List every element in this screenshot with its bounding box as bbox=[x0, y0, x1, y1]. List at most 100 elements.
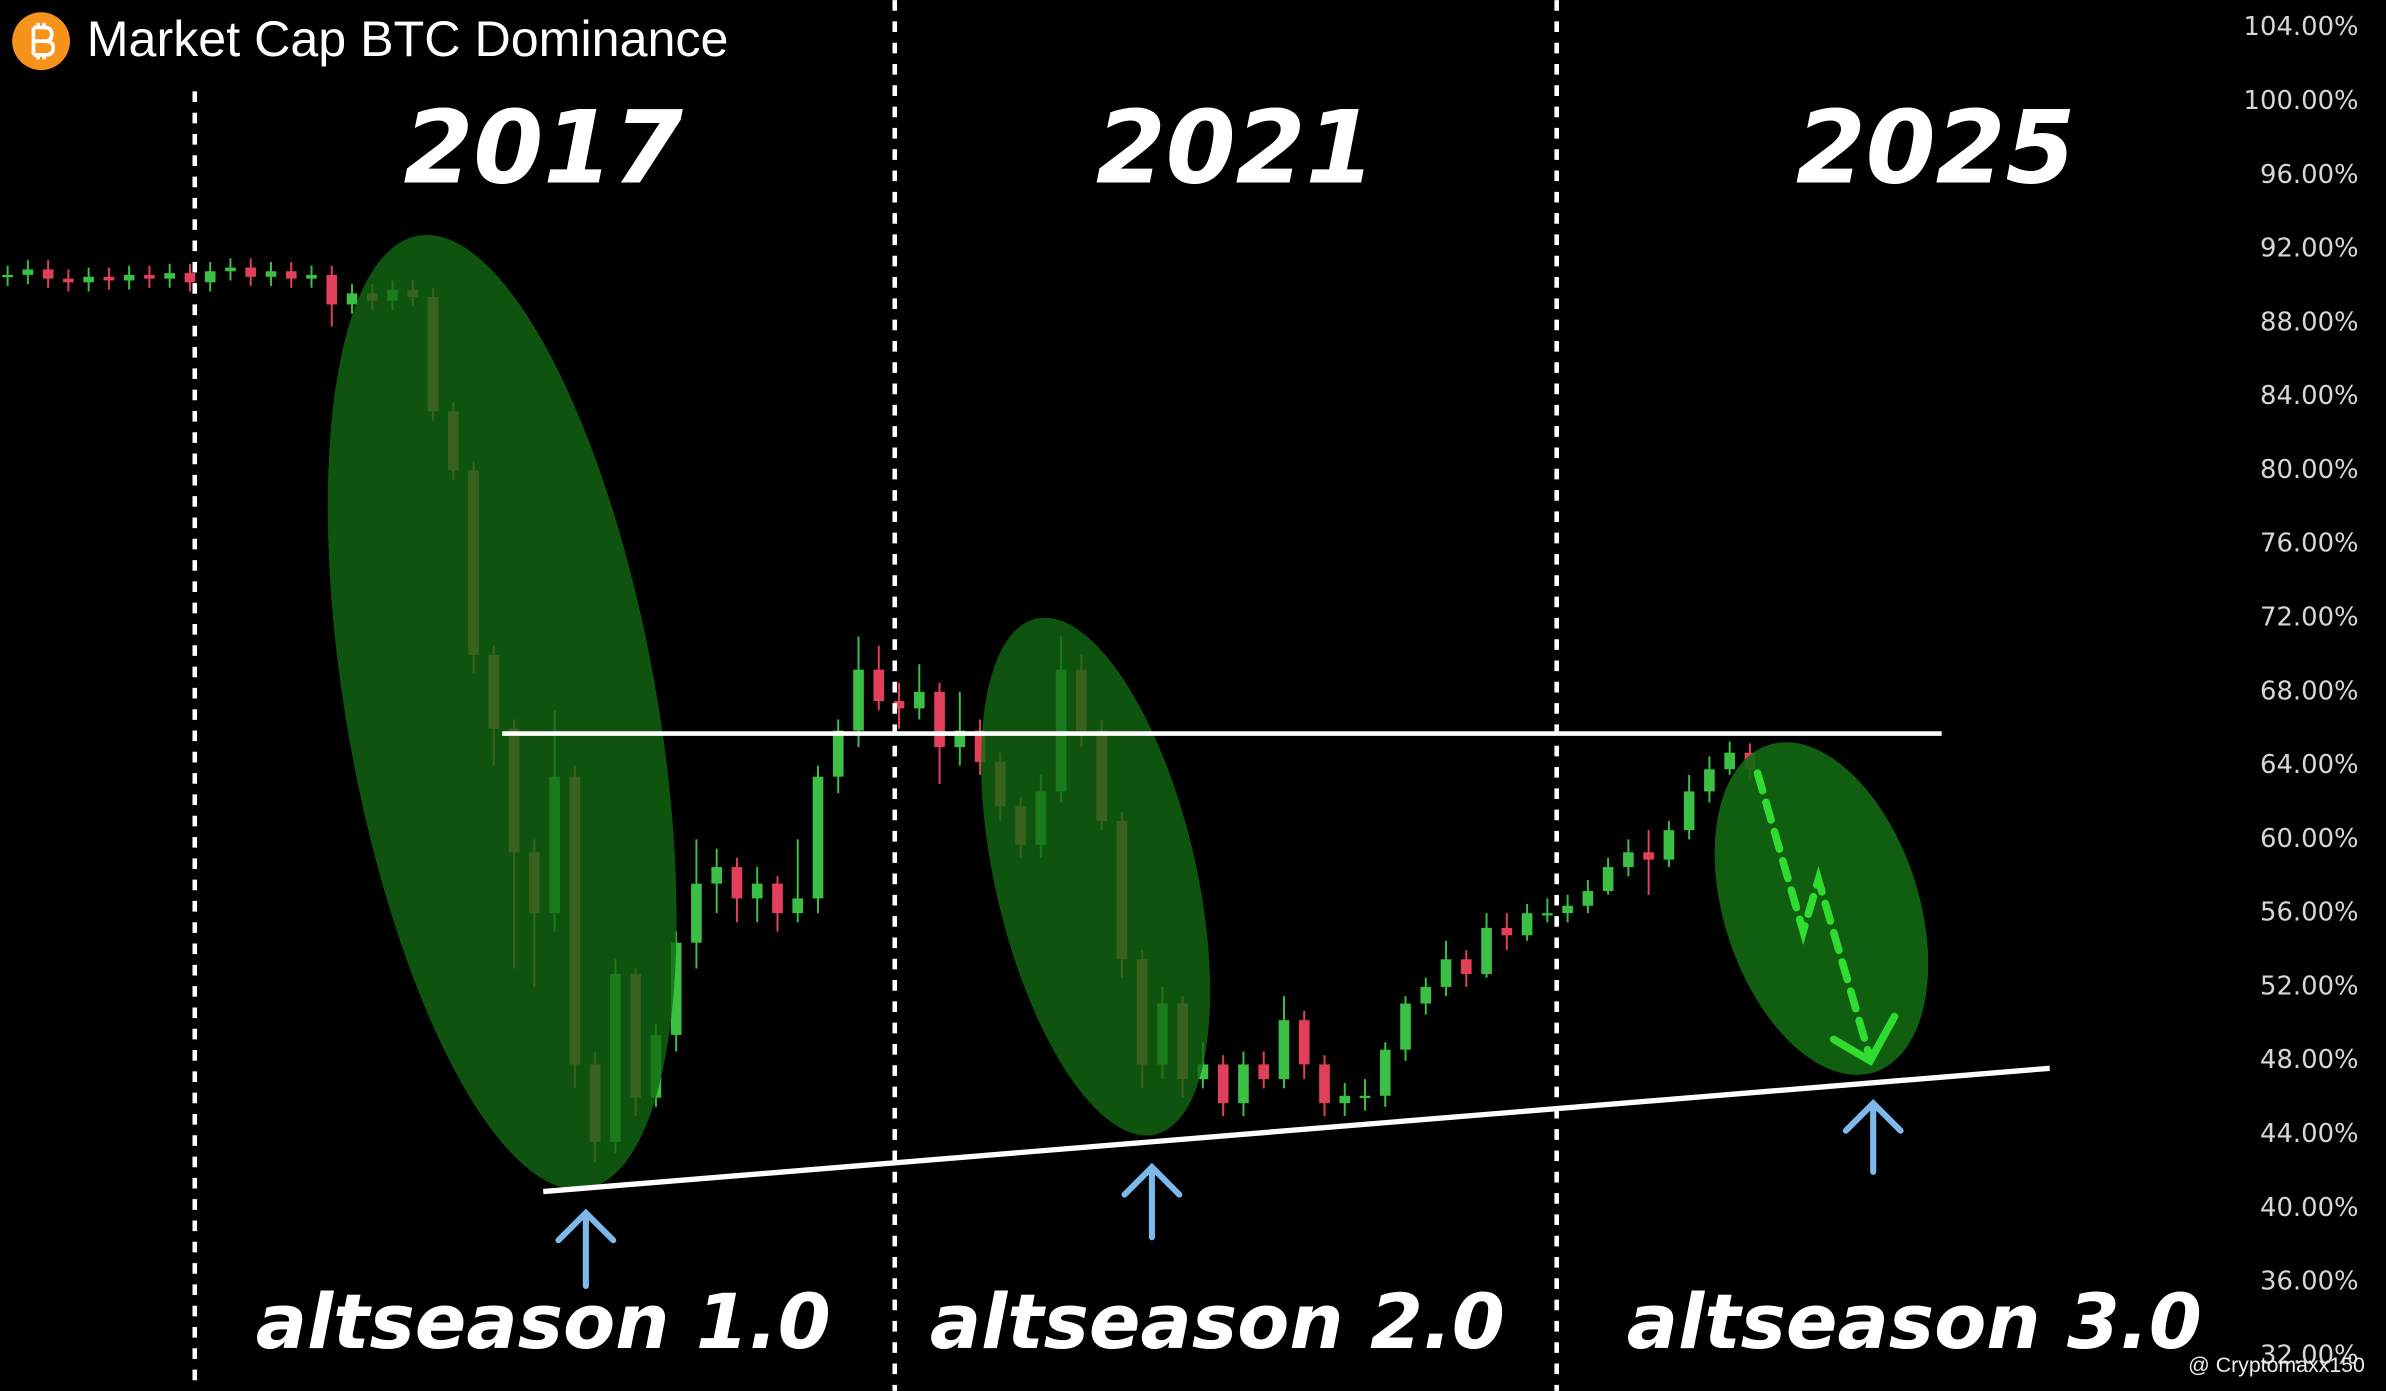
candle-body bbox=[1582, 891, 1594, 906]
candle-body bbox=[1562, 905, 1573, 914]
y-tick-label: 44.00% bbox=[2260, 1119, 2359, 1149]
candle-body bbox=[63, 278, 74, 283]
candle-body bbox=[853, 669, 864, 731]
candle-body bbox=[1238, 1064, 1249, 1104]
logo bbox=[12, 12, 70, 71]
candle-body bbox=[1440, 959, 1452, 987]
candle-body bbox=[974, 730, 986, 762]
highlights bbox=[327, 234, 1929, 1190]
y-tick-label: 84.00% bbox=[2260, 381, 2359, 411]
candle-body bbox=[893, 701, 905, 709]
candle-body bbox=[1258, 1064, 1270, 1080]
candle-body bbox=[1460, 959, 1472, 975]
year-label: 2021 bbox=[1096, 90, 1376, 207]
candle-body bbox=[913, 691, 925, 709]
candle-body bbox=[1379, 1049, 1391, 1096]
candle-body bbox=[346, 293, 358, 305]
btc-glyph bbox=[31, 22, 56, 60]
candle-body bbox=[954, 730, 966, 748]
y-tick-label: 48.00% bbox=[2260, 1045, 2359, 1075]
candle-body bbox=[204, 271, 216, 283]
candle-body bbox=[1542, 913, 1553, 916]
projection-path bbox=[1753, 769, 1873, 1057]
candle-body bbox=[42, 269, 54, 279]
candle-body bbox=[2, 274, 13, 278]
highlight-ellipse bbox=[1714, 742, 1929, 1075]
y-tick-label: 40.00% bbox=[2260, 1193, 2359, 1223]
candle-body bbox=[245, 267, 257, 277]
candle-body bbox=[1339, 1095, 1351, 1104]
candle-body bbox=[1602, 867, 1614, 892]
candle-body bbox=[285, 271, 297, 279]
candle-body bbox=[103, 276, 115, 281]
y-tick-label: 104.00% bbox=[2244, 12, 2359, 42]
projection-head bbox=[1829, 1012, 1899, 1066]
candle-body bbox=[306, 274, 317, 279]
candle-body bbox=[1501, 927, 1513, 936]
candle-body bbox=[123, 274, 135, 281]
candle-body bbox=[1359, 1095, 1371, 1099]
candle-body bbox=[731, 867, 743, 899]
y-tick-label: 52.00% bbox=[2260, 971, 2359, 1001]
candle-body bbox=[691, 883, 702, 943]
candle-body bbox=[1278, 1020, 1290, 1080]
arrows bbox=[555, 1099, 1904, 1289]
y-tick-label: 88.00% bbox=[2260, 307, 2359, 337]
candle-body bbox=[1643, 852, 1654, 860]
y-tick-label: 60.00% bbox=[2260, 824, 2359, 854]
candle-body bbox=[934, 691, 945, 748]
candle-body bbox=[1663, 830, 1675, 860]
year-label: 2017 bbox=[403, 90, 683, 207]
candle-body bbox=[22, 269, 34, 275]
candle-body bbox=[144, 274, 155, 279]
candle-body bbox=[812, 776, 824, 899]
candle-body bbox=[711, 867, 723, 884]
candle-body bbox=[1623, 852, 1634, 868]
candle-body bbox=[83, 276, 94, 283]
highlight-ellipse bbox=[327, 234, 677, 1190]
candle-body bbox=[670, 942, 682, 1035]
candle-body bbox=[1420, 986, 1432, 1004]
y-tick-label: 72.00% bbox=[2260, 603, 2359, 633]
candle-body bbox=[1197, 1064, 1209, 1080]
up-arrow bbox=[1121, 1162, 1183, 1241]
up-arrow bbox=[555, 1208, 617, 1289]
y-axis: 104.00% 100.00% 96.00% 92.00% 88.00% 84.00% 80… bbox=[2244, 12, 2359, 1370]
candle-body bbox=[184, 273, 196, 283]
altseason-label: altseason 3.0 bbox=[1627, 1277, 2202, 1366]
candle-body bbox=[772, 883, 783, 914]
year-label: 2025 bbox=[1796, 90, 2076, 207]
support-trendline bbox=[543, 1065, 2050, 1195]
projection-arrow bbox=[1753, 769, 1899, 1066]
candle-body bbox=[1319, 1064, 1330, 1104]
candle-body bbox=[751, 883, 763, 899]
candle-body bbox=[265, 271, 277, 277]
y-tick-label: 64.00% bbox=[2260, 750, 2359, 780]
y-tick-label: 100.00% bbox=[2244, 86, 2359, 116]
y-tick-label: 76.00% bbox=[2260, 529, 2359, 559]
candle-body bbox=[1683, 791, 1695, 831]
candle-body bbox=[1400, 1003, 1411, 1050]
candle-body bbox=[1298, 1020, 1310, 1065]
up-arrow bbox=[1842, 1099, 1904, 1175]
y-tick-label: 32.00% bbox=[2260, 1340, 2359, 1370]
altseason-label: altseason 1.0 bbox=[256, 1277, 831, 1366]
highlight-ellipse bbox=[981, 617, 1211, 1136]
candle-body bbox=[1704, 769, 1715, 792]
candle-body bbox=[832, 730, 844, 777]
chart-title: Market Cap BTC Dominance bbox=[87, 11, 729, 67]
candle-body bbox=[326, 274, 338, 305]
candle-body bbox=[225, 267, 236, 272]
y-tick-label: 56.00% bbox=[2260, 898, 2359, 928]
candle-body bbox=[164, 273, 176, 279]
watermark: @ Cryptomaxx150 bbox=[2188, 1353, 2365, 1377]
candle-body bbox=[1481, 927, 1492, 975]
candle-body bbox=[1521, 913, 1533, 936]
era-dividers bbox=[192, 0, 1559, 1391]
y-tick-label: 96.00% bbox=[2260, 160, 2359, 190]
candle-body bbox=[792, 898, 804, 914]
candle-body bbox=[873, 669, 885, 702]
y-tick-label: 36.00% bbox=[2260, 1267, 2359, 1297]
y-tick-label: 68.00% bbox=[2260, 676, 2359, 706]
